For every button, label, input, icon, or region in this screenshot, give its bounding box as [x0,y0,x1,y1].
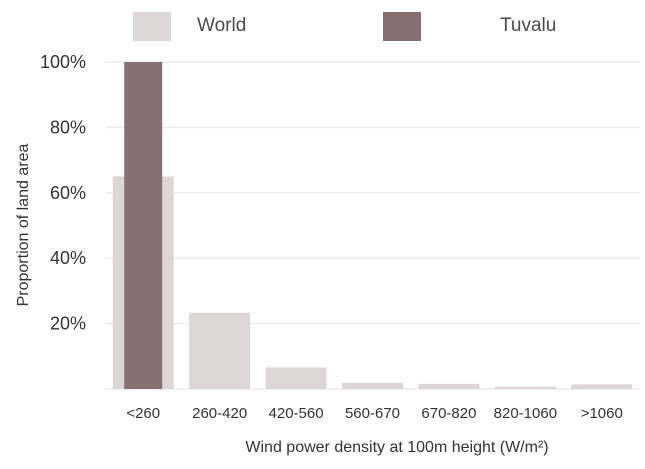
bars [112,62,633,389]
legend: World Tuvalu [133,12,556,41]
y-tick-label: 100% [40,52,86,72]
x-tick-label: 560-670 [345,405,400,422]
legend-swatch-tuvalu [383,12,421,41]
x-tick-label: 820-1060 [494,405,557,422]
bar-world [265,367,327,389]
y-tick-label: 80% [50,117,86,137]
bar-world [494,386,556,389]
bar-tuvalu [124,62,163,389]
x-tick-label: 260-420 [192,405,247,422]
legend-swatch-world [133,12,171,41]
x-tick-label: 420-560 [269,405,324,422]
x-tick-label: >1060 [581,405,623,422]
bar-world [418,383,480,389]
x-tick-label: <260 [126,405,160,422]
y-tick-label: 20% [50,314,86,334]
y-tick-label: 60% [50,183,86,203]
x-tick-label: 670-820 [421,405,476,422]
x-axis-title: Wind power density at 100m height (W/m²) [245,439,548,456]
legend-label-tuvalu: Tuvalu [500,15,556,36]
bar-world [571,384,633,389]
bar-world [189,312,251,389]
gridlines [105,61,640,390]
y-axis-ticks: 20% 40% 60% 80% 100% [40,52,86,334]
y-axis-title: Proportion of land area [15,144,32,307]
bar-world [342,382,403,389]
legend-label-world: World [197,15,246,36]
x-axis-ticks: <260 260-420 420-560 560-670 670-820 820-1060… [126,405,623,422]
y-tick-label: 40% [50,248,86,268]
